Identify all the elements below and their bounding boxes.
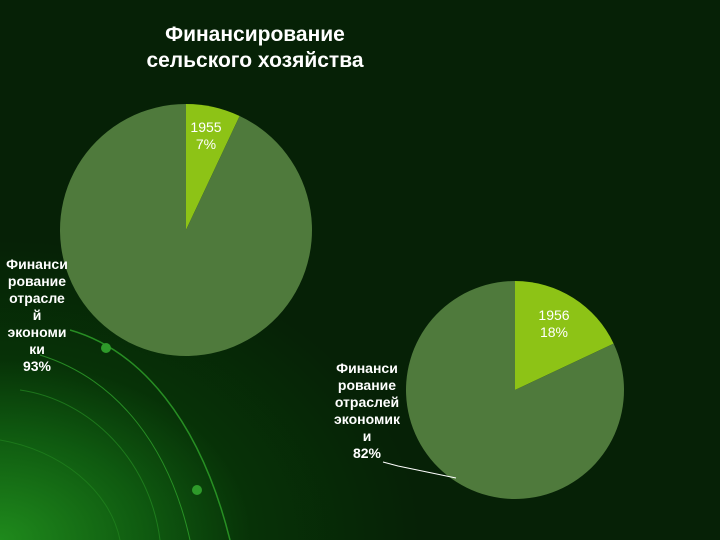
pie1-main-label: Финанси рование отрасле й экономи ки 93% xyxy=(6,256,68,374)
title-line-1: Финансирование xyxy=(165,23,345,46)
title-line-2: сельского хозяйства xyxy=(146,49,364,72)
pie2-label-leader-line xyxy=(382,461,457,479)
pie2-slice-2 xyxy=(406,281,624,499)
decorative-dot xyxy=(101,343,111,353)
pie2-slice-1 xyxy=(515,281,614,390)
decorative-dot xyxy=(192,485,202,495)
pie2-slice-label-1956: 1956 18% xyxy=(538,307,570,340)
pie1-slice-label-1955: 1955 7% xyxy=(190,119,222,152)
pie1-slice-2 xyxy=(60,104,313,356)
pie1-slice-1 xyxy=(186,104,240,230)
chart-title: Финансирование сельского хозяйства xyxy=(100,22,410,74)
pie2-main-label: Финанси рование отраслей экономик и 82% xyxy=(334,360,400,461)
